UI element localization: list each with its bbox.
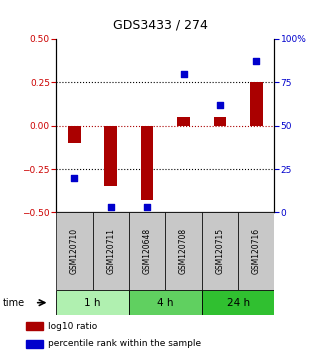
Text: GDS3433 / 274: GDS3433 / 274 — [113, 19, 208, 32]
Bar — [250, 82, 263, 126]
Text: 4 h: 4 h — [157, 298, 174, 308]
Text: GSM120710: GSM120710 — [70, 228, 79, 274]
Bar — [56, 212, 92, 290]
Bar — [141, 126, 153, 200]
Bar — [56, 290, 129, 315]
Text: 24 h: 24 h — [227, 298, 250, 308]
Point — [108, 204, 113, 210]
Text: log10 ratio: log10 ratio — [48, 321, 97, 331]
Text: percentile rank within the sample: percentile rank within the sample — [48, 339, 201, 348]
Bar — [26, 340, 43, 348]
Point — [72, 175, 77, 181]
Text: GSM120715: GSM120715 — [215, 228, 224, 274]
Bar — [68, 126, 81, 143]
Bar — [165, 212, 202, 290]
Text: GSM120711: GSM120711 — [106, 228, 115, 274]
Bar — [177, 117, 190, 126]
Bar — [129, 212, 165, 290]
Bar — [202, 212, 238, 290]
Bar — [202, 290, 274, 315]
Point — [181, 71, 186, 76]
Text: GSM120648: GSM120648 — [143, 228, 152, 274]
Bar — [92, 212, 129, 290]
Bar — [26, 322, 43, 330]
Point — [217, 102, 222, 108]
Bar — [129, 290, 202, 315]
Point — [254, 59, 259, 64]
Bar — [213, 117, 226, 126]
Bar — [238, 212, 274, 290]
Text: time: time — [3, 298, 25, 308]
Point — [144, 204, 150, 210]
Text: 1 h: 1 h — [84, 298, 101, 308]
Bar — [104, 126, 117, 187]
Text: GSM120716: GSM120716 — [252, 228, 261, 274]
Text: GSM120708: GSM120708 — [179, 228, 188, 274]
